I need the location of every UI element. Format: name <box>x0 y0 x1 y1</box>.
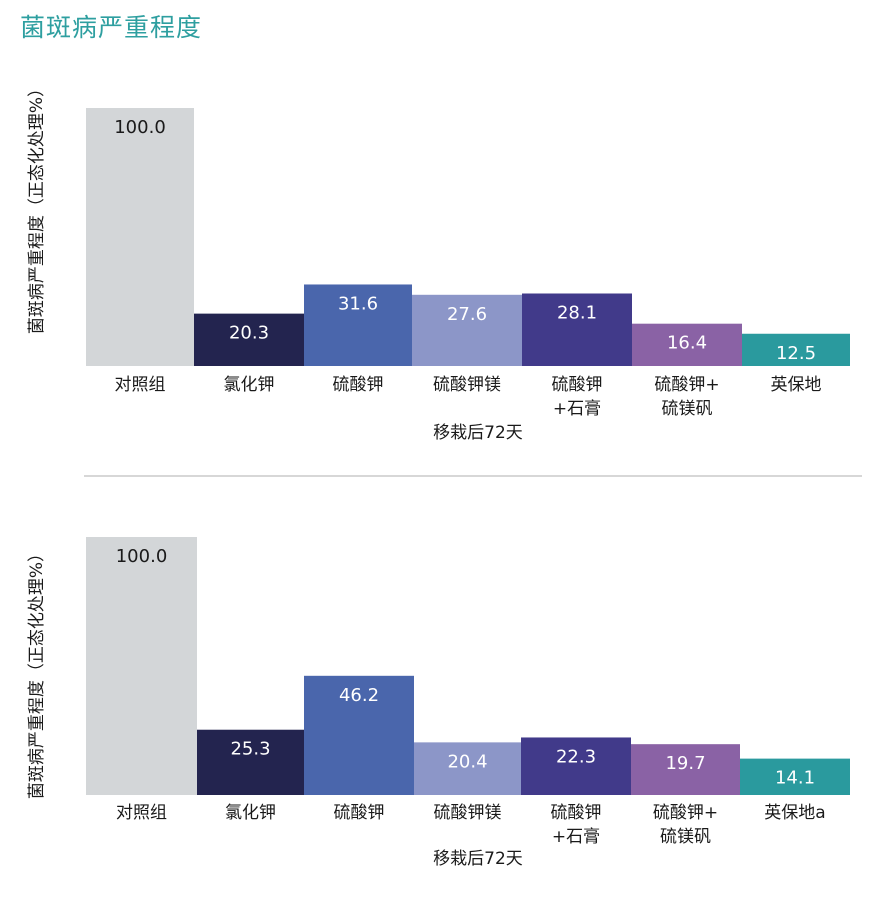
chart-1-category-label-6-line-2: 硫镁矾 <box>662 399 713 419</box>
chart-2-category-label-2: 氯化钾 <box>225 803 276 823</box>
chart-1-category-label-4: 硫酸钾镁 <box>433 375 501 395</box>
chart-2-category-label-4: 硫酸钾镁 <box>434 803 502 823</box>
chart-1-bar-7 <box>742 333 850 366</box>
chart-1-category-label-3: 硫酸钾 <box>333 375 384 395</box>
chart-1-y-axis-label: 菌斑病严重程度（正态化处理%） <box>27 80 47 334</box>
chart-1-category-label-5-line-1: 硫酸钾 <box>552 375 603 395</box>
chart-1-x-axis-label: 移栽后72天 <box>433 423 523 443</box>
chart-1-category-label-7: 英保地 <box>771 375 822 395</box>
chart-2-bar-2 <box>197 729 304 795</box>
chart-1-value-label-4: 27.6 <box>447 304 487 325</box>
chart-1-value-label-1: 100.0 <box>114 117 166 138</box>
chart-2-value-label-4: 20.4 <box>447 751 487 772</box>
chart-2-x-axis-label: 移栽后72天 <box>433 849 523 869</box>
chart-2-bar-3 <box>304 675 414 795</box>
chart-2-value-label-1: 100.0 <box>116 546 168 567</box>
page-title: 菌斑病严重程度 <box>20 13 203 42</box>
chart-1-category-label-2: 氯化钾 <box>224 375 275 395</box>
chart-2-value-label-5: 22.3 <box>556 746 596 767</box>
chart-2-category-label-6-line-2: 硫镁矾 <box>660 827 711 847</box>
chart-1-value-label-3: 31.6 <box>338 293 378 314</box>
chart-2-value-label-3: 46.2 <box>339 685 379 706</box>
chart-1-bar-5 <box>522 293 632 366</box>
chart-1-category-label-5-line-2: +石膏 <box>553 398 601 419</box>
chart-2-category-label-3: 硫酸钾 <box>334 803 385 823</box>
chart-2-bar-7 <box>740 758 850 795</box>
chart-2-value-label-7: 14.1 <box>775 768 815 789</box>
chart-1-bar-2 <box>194 313 304 366</box>
chart-1-category-label-6-line-1: 硫酸钾+ <box>654 375 719 395</box>
chart-2-category-label-1: 对照组 <box>116 803 167 823</box>
chart-1-bar-6 <box>632 323 742 366</box>
chart-1-value-label-6: 16.4 <box>667 333 707 354</box>
chart-2-category-label-6-line-1: 硫酸钾+ <box>653 803 718 823</box>
chart-2-y-axis-label: 菌斑病严重程度（正态化处理%） <box>27 545 47 799</box>
chart-1-value-label-7: 12.5 <box>776 343 816 364</box>
chart-1-bar-4 <box>412 294 522 366</box>
chart-2-bar-4 <box>414 742 521 795</box>
chart-2-category-label-7: 英保地a <box>764 803 825 823</box>
chart-2-bar-5 <box>521 737 631 795</box>
chart-1-category-label-1: 对照组 <box>115 375 166 395</box>
chart-2-bar-1 <box>86 537 197 795</box>
chart-2-category-label-5-line-1: 硫酸钾 <box>551 803 602 823</box>
chart-1-value-label-2: 20.3 <box>229 323 269 344</box>
chart-2-value-label-2: 25.3 <box>230 739 270 760</box>
chart-2-value-label-6: 19.7 <box>665 753 705 774</box>
chart-1-bar-1 <box>86 108 194 366</box>
chart-1-bar-3 <box>304 284 412 366</box>
chart-2-category-label-5-line-2: +石膏 <box>552 826 600 847</box>
chart-2-bar-6 <box>631 744 740 795</box>
chart-1-value-label-5: 28.1 <box>557 303 597 324</box>
